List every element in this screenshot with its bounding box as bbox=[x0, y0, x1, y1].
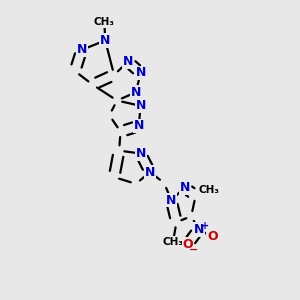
Text: N: N bbox=[145, 166, 155, 178]
Text: N: N bbox=[123, 55, 133, 68]
Text: CH₃: CH₃ bbox=[94, 17, 115, 27]
Text: N: N bbox=[180, 181, 190, 194]
Text: +: + bbox=[201, 221, 209, 231]
Text: N: N bbox=[194, 223, 204, 236]
Text: O: O bbox=[182, 238, 193, 251]
Text: O: O bbox=[207, 230, 218, 243]
Text: N: N bbox=[100, 34, 110, 47]
Text: N: N bbox=[166, 194, 176, 207]
Text: N: N bbox=[135, 147, 146, 160]
Text: −: − bbox=[189, 244, 198, 254]
Text: N: N bbox=[135, 66, 146, 80]
Text: N: N bbox=[134, 119, 144, 132]
Text: N: N bbox=[135, 99, 146, 112]
Text: N: N bbox=[76, 44, 87, 56]
Text: CH₃: CH₃ bbox=[163, 237, 184, 247]
Text: N: N bbox=[131, 86, 141, 99]
Text: CH₃: CH₃ bbox=[198, 185, 219, 195]
